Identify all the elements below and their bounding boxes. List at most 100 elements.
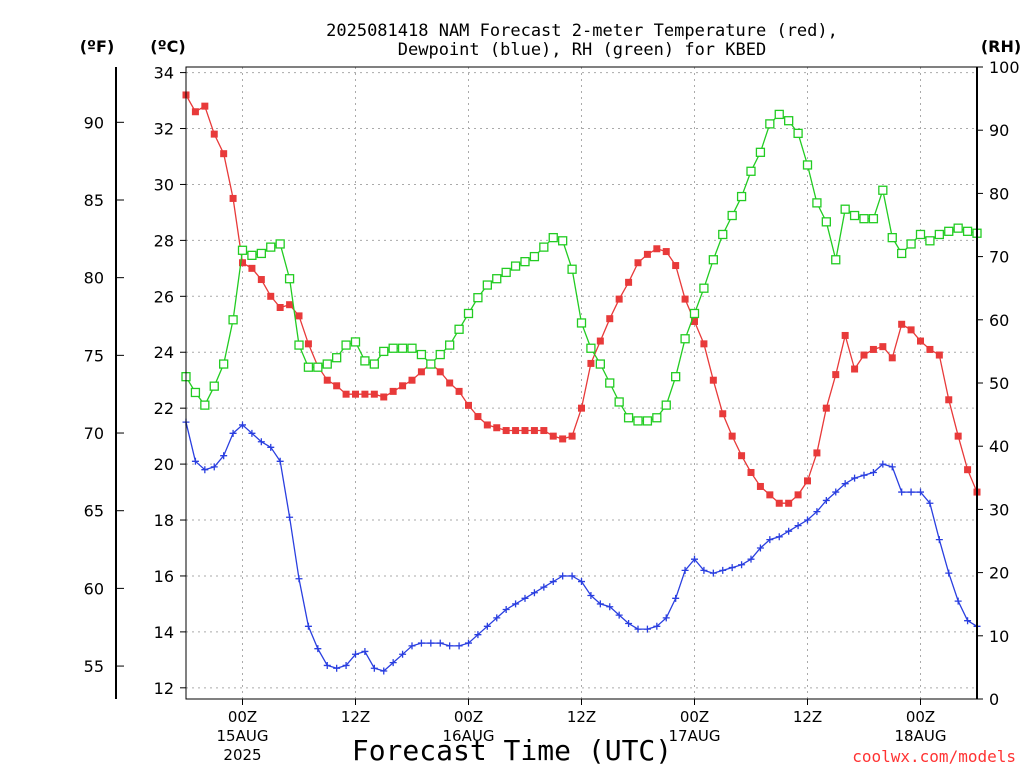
fahrenheit-tick-label: 55 bbox=[84, 657, 104, 676]
dewpoint-point bbox=[945, 569, 953, 577]
rh-point bbox=[586, 343, 596, 353]
celsius-unit-label: (ºC) bbox=[150, 37, 185, 56]
dewpoint-point bbox=[389, 659, 397, 667]
temperature-point bbox=[907, 326, 915, 334]
x-tick-date-label: 16AUG bbox=[443, 727, 495, 745]
temperature-point bbox=[323, 376, 331, 384]
temperature-point bbox=[521, 427, 529, 435]
rh-tick-label: 30 bbox=[989, 500, 1009, 519]
rh-point bbox=[652, 413, 662, 423]
temperature-point bbox=[832, 371, 840, 379]
dewpoint-point bbox=[493, 614, 501, 622]
dewpoint-point bbox=[323, 661, 331, 669]
dewpoint-point bbox=[935, 536, 943, 544]
x-tick-label: 12Z bbox=[341, 708, 370, 726]
dewpoint-point bbox=[672, 594, 680, 602]
rh-point bbox=[784, 116, 794, 126]
dewpoint-point bbox=[634, 625, 642, 633]
dewpoint-point bbox=[370, 664, 378, 672]
x-tick-date-label: 18AUG bbox=[895, 727, 947, 745]
rh-point bbox=[736, 191, 747, 202]
x-tick-label: 00Z bbox=[228, 708, 257, 726]
temperature-point bbox=[879, 343, 887, 351]
dewpoint-point bbox=[568, 572, 576, 580]
celsius-tick-label: 24 bbox=[154, 343, 174, 362]
dewpoint-point bbox=[926, 499, 934, 507]
rh-point bbox=[821, 217, 831, 227]
rh-point bbox=[671, 372, 681, 382]
dewpoint-point bbox=[201, 466, 209, 474]
x-tick-label: 12Z bbox=[567, 708, 596, 726]
rh-point bbox=[219, 359, 229, 369]
temperature-point bbox=[587, 359, 595, 367]
fahrenheit-tick-label: 85 bbox=[84, 191, 104, 210]
temperature-point bbox=[794, 491, 802, 499]
rh-point bbox=[294, 340, 304, 350]
rh-point bbox=[237, 245, 248, 255]
temperature-point bbox=[869, 345, 877, 353]
rh-point bbox=[284, 274, 295, 284]
dewpoint-point bbox=[229, 429, 237, 437]
dewpoint-point bbox=[643, 625, 651, 633]
fahrenheit-tick-label: 60 bbox=[84, 579, 104, 598]
x-tick-label: 12Z bbox=[793, 708, 822, 726]
x-tick-date-label: 15AUG bbox=[217, 727, 269, 745]
temperature-point bbox=[813, 449, 821, 457]
dewpoint-point bbox=[465, 639, 472, 647]
temperature-point bbox=[568, 432, 576, 440]
celsius-tick-label: 12 bbox=[154, 679, 174, 698]
dewpoint-point bbox=[822, 496, 830, 504]
temperature-point bbox=[926, 345, 934, 353]
temperature-point bbox=[210, 130, 218, 138]
rh-point bbox=[793, 128, 803, 139]
rh-point bbox=[718, 229, 728, 240]
dewpoint-point bbox=[879, 460, 887, 468]
dewpoint-point bbox=[681, 566, 689, 574]
celsius-tick-label: 28 bbox=[154, 231, 174, 250]
celsius-tick-label: 34 bbox=[154, 64, 174, 83]
temperature-point bbox=[229, 194, 237, 202]
dewpoint-point bbox=[653, 622, 661, 630]
rh-point bbox=[190, 387, 201, 398]
temperature-point bbox=[201, 102, 209, 110]
temperature-point bbox=[540, 427, 548, 435]
temperature-point bbox=[530, 427, 538, 435]
rh-point bbox=[209, 381, 219, 391]
temperature-point bbox=[286, 301, 294, 309]
temperature-point bbox=[465, 401, 472, 409]
rh-point bbox=[397, 343, 408, 353]
rh-point bbox=[623, 413, 634, 423]
dewpoint-series bbox=[182, 418, 981, 675]
temperature-point bbox=[220, 150, 228, 158]
temperature-point bbox=[728, 432, 736, 440]
rh-point bbox=[228, 315, 238, 325]
temperature-point bbox=[267, 292, 275, 300]
rh-point bbox=[849, 210, 860, 221]
rh-point bbox=[539, 242, 549, 252]
rh-point bbox=[247, 250, 257, 260]
dewpoint-point bbox=[954, 597, 962, 605]
temperature-point bbox=[935, 351, 943, 359]
dewpoint-point bbox=[380, 667, 388, 675]
rh-point bbox=[576, 318, 587, 328]
temperature-point bbox=[898, 320, 906, 328]
temperature-point bbox=[361, 390, 369, 398]
temperature-point bbox=[474, 413, 482, 421]
temperature-point bbox=[304, 340, 312, 348]
rh-point bbox=[915, 229, 926, 240]
temperature-point bbox=[483, 421, 491, 429]
temperature-point bbox=[738, 452, 746, 460]
dewpoint-point bbox=[898, 488, 906, 496]
dewpoint-point bbox=[869, 468, 877, 476]
temperature-point bbox=[446, 379, 454, 387]
rh-point bbox=[510, 261, 521, 271]
temperature-point bbox=[822, 404, 830, 412]
fahrenheit-tick-label: 65 bbox=[84, 502, 104, 521]
rh-tick-label: 100 bbox=[989, 58, 1020, 77]
temperature-point bbox=[248, 264, 256, 272]
temperature-point bbox=[804, 477, 811, 485]
dewpoint-point bbox=[210, 463, 218, 471]
watermark: coolwx.com/models bbox=[852, 747, 1016, 766]
dewpoint-point bbox=[747, 555, 755, 563]
